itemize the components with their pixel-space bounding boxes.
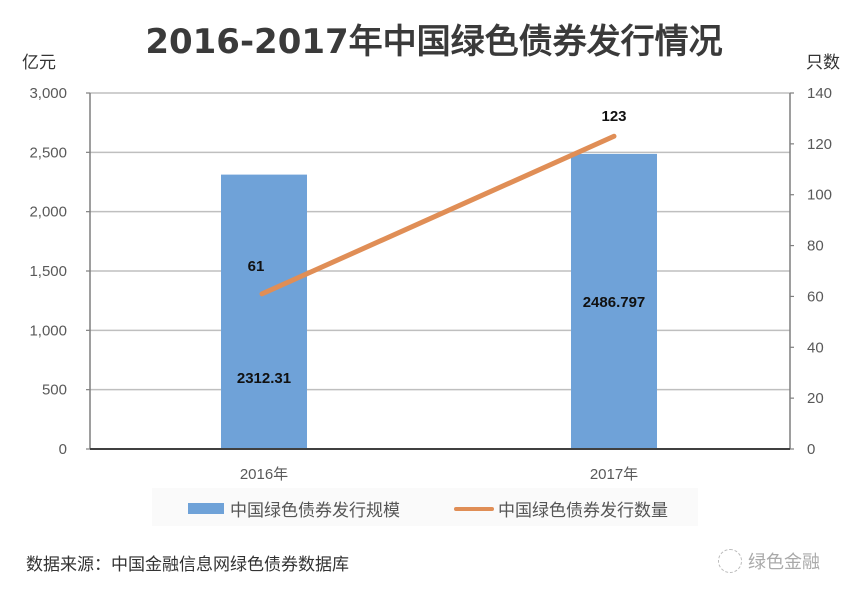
category-label: 2017年 [590,466,638,483]
right-tick-label: 140 [807,85,832,102]
left-axis-unit: 亿元 [22,53,56,73]
line-swatch-icon [454,506,494,511]
left-tick-label: 1,000 [29,322,67,339]
legend-item-bar: 中国绿色债券发行规模 [188,496,400,521]
bar-swatch-icon [188,503,224,514]
category-label: 2016年 [240,466,288,483]
legend: 中国绿色债券发行规模 中国绿色债券发行数量 [152,488,698,526]
right-tick-label: 40 [807,339,824,356]
right-tick-label: 120 [807,136,832,153]
data-source: 数据来源：中国金融信息网绿色债券数据库 [26,555,349,575]
bar-data-label: 2486.797 [583,294,646,311]
right-tick-label: 0 [807,441,815,458]
left-tick-label: 2,500 [29,144,67,161]
right-tick-label: 20 [807,390,824,407]
line-data-label: 61 [248,258,265,275]
right-tick-label: 60 [807,288,824,305]
legend-line-label: 中国绿色债券发行数量 [498,501,668,521]
right-tick-label: 80 [807,238,824,255]
right-tick-label: 100 [807,187,832,204]
bar-2017年 [571,153,657,449]
left-tick-label: 1,500 [29,263,67,280]
bar-data-label: 2312.31 [237,370,291,387]
issue-count-line [259,133,617,297]
left-tick-label: 3,000 [29,85,67,102]
wechat-logo-icon [718,549,742,573]
legend-bar-label: 中国绿色债券发行规模 [230,501,400,521]
line-data-label: 123 [601,108,626,125]
brand-name: 绿色金融 [748,552,820,573]
chart-title: 2016-2017年中国绿色债券发行情况 [145,22,723,62]
left-tick-label: 500 [42,382,67,399]
legend-item-line: 中国绿色债券发行数量 [454,496,668,521]
left-tick-label: 2,000 [29,204,67,221]
bar-2016年 [221,174,307,449]
right-axis-unit: 只数 [806,53,840,73]
left-tick-label: 0 [59,441,67,458]
brand-watermark: 绿色金融 [718,548,820,574]
